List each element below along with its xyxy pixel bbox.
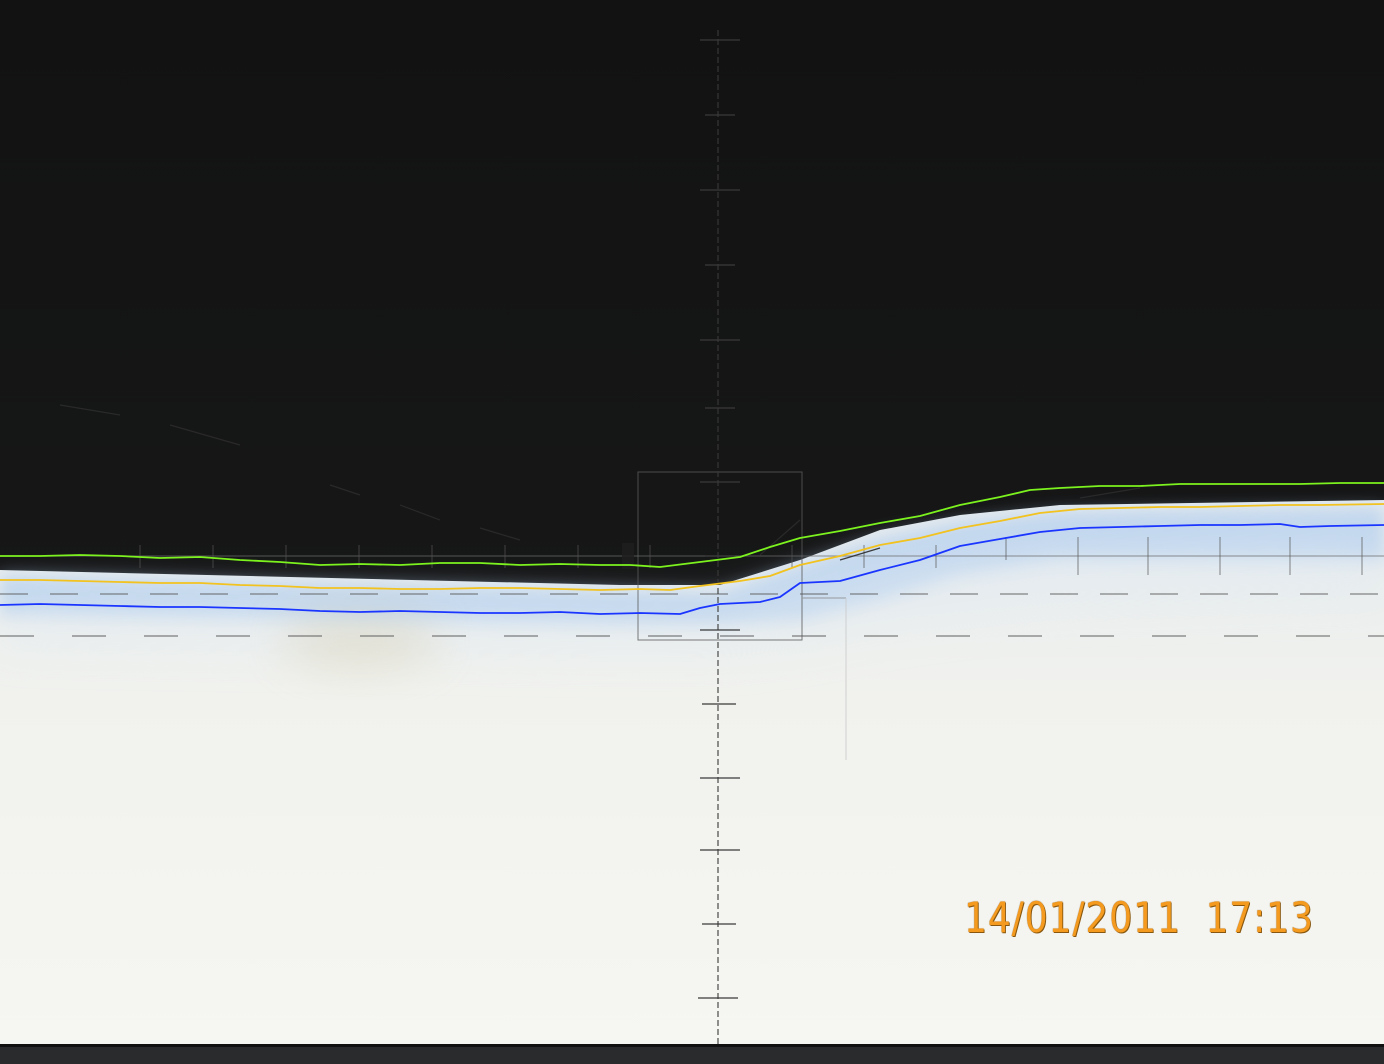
contour-lower-line: [0, 523, 1384, 615]
vertical-axis: [698, 30, 740, 1045]
reference-lines: [0, 555, 1384, 637]
cutoff-contour-lines: [0, 482, 1384, 615]
contour-middle-line: [0, 503, 1384, 591]
contour-upper-line: [0, 482, 1384, 568]
photo-timestamp: 14/01/2011 17:13: [964, 893, 1314, 942]
